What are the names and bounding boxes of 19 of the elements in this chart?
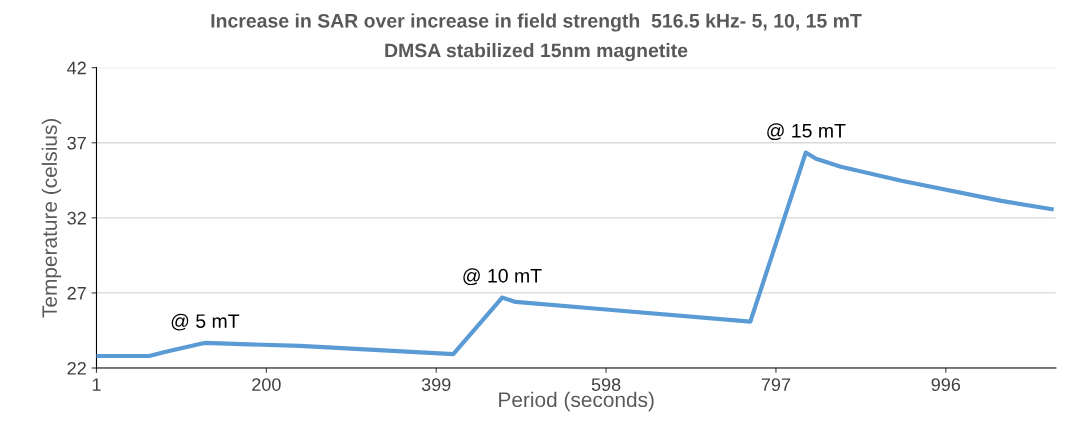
x-tick-label: 399 xyxy=(421,378,451,391)
y-tick-label: 42 xyxy=(67,61,86,75)
annotation: @ 5 mT xyxy=(171,313,240,331)
annotation: @ 10 mT xyxy=(463,268,542,286)
x-tick-label: 996 xyxy=(931,378,961,391)
y-axis-title: Temperature (celsius) xyxy=(41,118,62,318)
x-tick-label: 598 xyxy=(591,378,621,391)
line-series xyxy=(96,150,1054,359)
y-tick-label: 37 xyxy=(67,136,86,150)
annotation: @ 15 mT xyxy=(767,123,846,141)
y-tick-label: 32 xyxy=(67,211,86,225)
x-tick-label: 1 xyxy=(92,378,101,391)
y-tick-label: 27 xyxy=(67,286,86,300)
chart-title: Increase in SAR over increase in field strength 516.5 kHz- 5, 10, 15 mT xyxy=(211,13,862,32)
y-tick-label: 22 xyxy=(67,361,86,375)
x-axis-title: Period (seconds) xyxy=(499,391,654,412)
x-tick-label: 200 xyxy=(252,378,281,391)
chart-subtitle: DMSA stabilized 15nm magnetite xyxy=(385,43,688,62)
x-tick-label: 797 xyxy=(761,378,791,391)
